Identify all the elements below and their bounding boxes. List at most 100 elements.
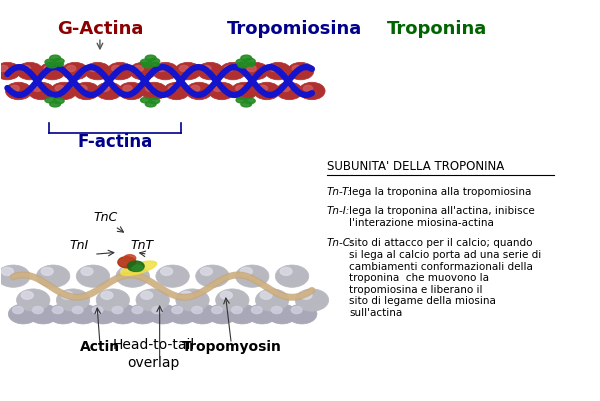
Ellipse shape [53,98,64,104]
Circle shape [267,304,297,324]
Circle shape [28,82,55,100]
Ellipse shape [241,101,251,107]
Ellipse shape [56,62,64,66]
Circle shape [200,267,212,275]
Circle shape [17,62,43,80]
Text: TnT: TnT [130,239,153,252]
Circle shape [44,65,53,71]
Ellipse shape [47,62,54,66]
Circle shape [13,306,23,314]
Circle shape [21,291,33,299]
Circle shape [136,289,169,311]
Circle shape [240,267,252,275]
Circle shape [167,304,197,324]
Circle shape [132,306,143,314]
Ellipse shape [127,261,144,271]
Circle shape [0,65,8,71]
Ellipse shape [236,97,247,103]
Circle shape [61,291,73,299]
Circle shape [100,85,110,91]
Circle shape [179,65,188,71]
Ellipse shape [50,55,61,61]
Ellipse shape [53,58,64,64]
Circle shape [192,306,202,314]
Text: lega la troponina alla tropomiosina: lega la troponina alla tropomiosina [349,186,532,196]
Circle shape [17,289,50,311]
Circle shape [8,304,38,324]
Circle shape [172,306,182,314]
Circle shape [235,265,269,287]
Circle shape [0,265,30,287]
Circle shape [213,85,223,91]
Circle shape [22,65,31,71]
Circle shape [134,65,143,71]
Circle shape [41,267,53,275]
Circle shape [209,82,235,100]
Circle shape [40,62,65,80]
Circle shape [176,289,209,311]
Ellipse shape [124,255,136,262]
Circle shape [101,291,113,299]
Circle shape [186,82,212,100]
Circle shape [78,85,87,91]
Text: Troponina: Troponina [387,20,487,38]
Circle shape [121,267,133,275]
Circle shape [157,65,166,71]
Circle shape [196,265,229,287]
Circle shape [299,82,325,100]
Circle shape [242,62,269,80]
Circle shape [254,82,280,100]
Ellipse shape [118,257,136,268]
Ellipse shape [47,62,58,68]
Circle shape [130,62,156,80]
Circle shape [123,85,132,91]
Circle shape [96,82,122,100]
Circle shape [112,306,123,314]
Text: Head-to-tail
overlap: Head-to-tail overlap [113,338,195,370]
Circle shape [128,304,158,324]
Circle shape [96,289,130,311]
Circle shape [56,289,90,311]
Circle shape [212,306,223,314]
Ellipse shape [244,98,255,104]
Circle shape [145,85,155,91]
Text: lega la troponina all'actina, inibisce
l'interazione miosina-actina: lega la troponina all'actina, inibisce l… [349,207,535,228]
Circle shape [89,65,98,71]
Ellipse shape [140,97,151,103]
Circle shape [152,306,163,314]
Circle shape [141,291,152,299]
Text: Actin: Actin [80,340,120,354]
Circle shape [291,306,302,314]
Circle shape [32,85,42,91]
Circle shape [276,82,302,100]
Circle shape [118,82,145,100]
Circle shape [271,306,282,314]
Text: SUBUNITA' DELLA TROPONINA: SUBUNITA' DELLA TROPONINA [327,160,504,173]
Circle shape [62,62,88,80]
Circle shape [148,304,178,324]
Circle shape [175,62,201,80]
Circle shape [1,267,13,275]
Ellipse shape [152,62,159,66]
Circle shape [280,267,292,275]
Circle shape [156,265,190,287]
Circle shape [92,306,103,314]
Circle shape [85,62,111,80]
Circle shape [73,82,100,100]
Circle shape [72,306,83,314]
Ellipse shape [238,62,248,68]
Circle shape [67,65,76,71]
Ellipse shape [145,55,156,61]
Ellipse shape [45,59,56,65]
Circle shape [269,65,279,71]
Circle shape [68,304,98,324]
Circle shape [116,265,149,287]
Circle shape [287,62,314,80]
Ellipse shape [149,98,160,104]
Circle shape [292,65,301,71]
Circle shape [304,85,313,91]
Circle shape [197,62,224,80]
Circle shape [256,289,289,311]
Circle shape [260,291,272,299]
Circle shape [181,291,193,299]
